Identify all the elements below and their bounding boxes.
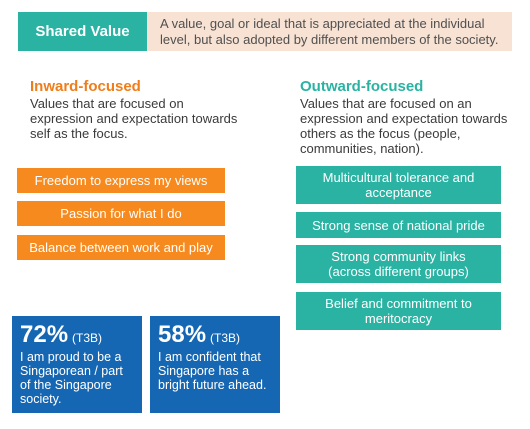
stat-description: I am proud to be a Singaporean / part of… xyxy=(20,350,123,406)
stat-card-proud: 72% (T3B) I am proud to be a Singaporean… xyxy=(12,316,142,413)
outward-item-meritocracy: Belief and commitment to meritocracy xyxy=(296,292,501,330)
outward-focused-title: Outward-focused xyxy=(300,78,424,95)
stat-value: 58% xyxy=(158,321,207,348)
stat-tag: (T3B) xyxy=(72,331,103,345)
stat-description: I am confident that Singapore has a brig… xyxy=(158,350,267,392)
inward-focused-description: Values that are focused on expression an… xyxy=(30,96,238,141)
outward-item-multicultural: Multicultural tolerance and acceptance xyxy=(296,166,501,204)
inward-item-freedom: Freedom to express my views xyxy=(17,168,225,193)
outward-focused-description: Values that are focused on an expression… xyxy=(300,96,508,156)
stat-card-confident: 58% (T3B) I am confident that Singapore … xyxy=(150,316,280,413)
inward-item-balance: Balance between work and play xyxy=(17,235,225,260)
inward-item-passion: Passion for what I do xyxy=(17,201,225,226)
outward-item-community-links: Strong community links (across different… xyxy=(296,245,501,283)
stat-tag: (T3B) xyxy=(210,331,241,345)
outward-item-national-pride: Strong sense of national pride xyxy=(296,212,501,238)
stat-value: 72% xyxy=(20,321,69,348)
inward-focused-title: Inward-focused xyxy=(30,78,141,95)
shared-value-definition: A value, goal or ideal that is appreciat… xyxy=(147,12,512,51)
shared-value-badge: Shared Value xyxy=(18,12,147,51)
